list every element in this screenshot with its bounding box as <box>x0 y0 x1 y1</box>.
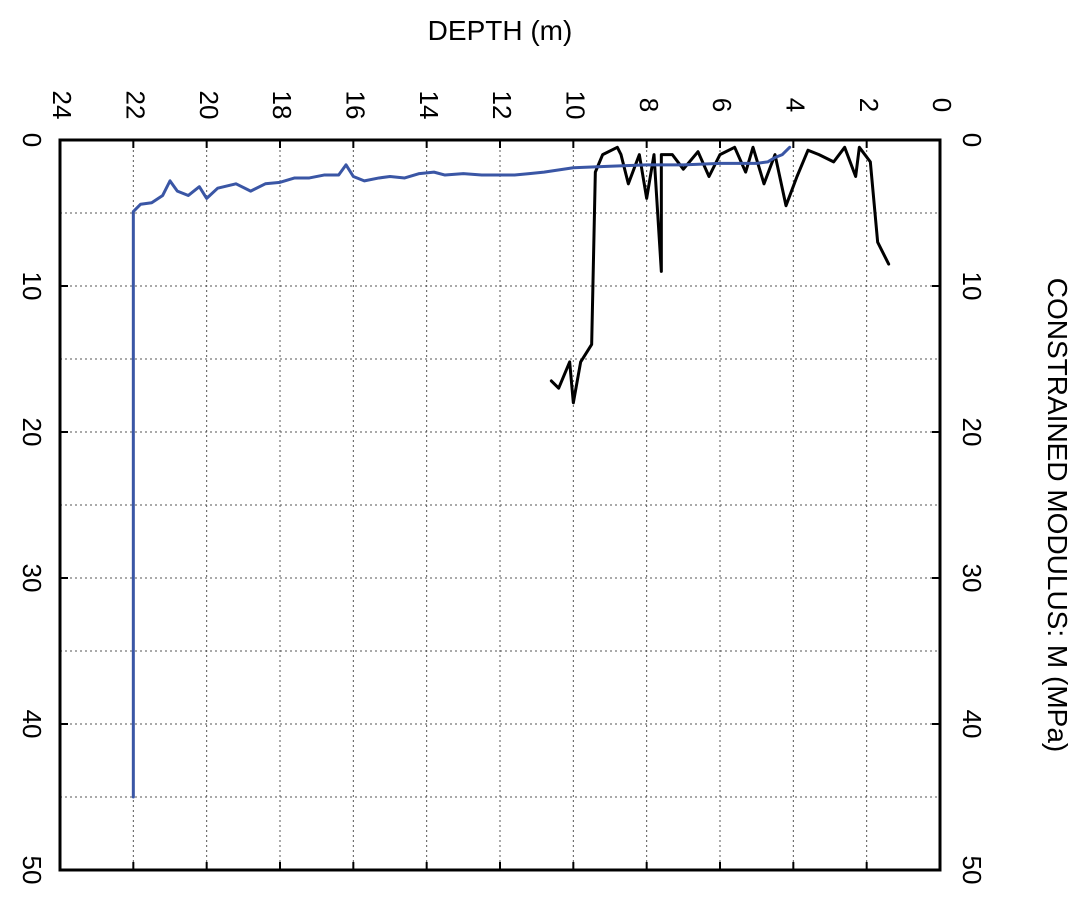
series-layer <box>131 145 891 799</box>
depth-axis-title: DEPTH (m) <box>428 15 573 46</box>
modulus-tick-label-right: 40 <box>957 710 987 739</box>
modulus-tick-label-left: 10 <box>17 272 47 301</box>
modulus-tick-label-left: 50 <box>17 856 47 885</box>
modulus-axis-title: CONSTRAINED MODULUS: M (MPa) <box>1042 278 1073 752</box>
series-line-1 <box>549 145 891 405</box>
modulus-tick-label-right: 30 <box>957 564 987 593</box>
depth-tick-label: 10 <box>560 91 590 120</box>
depth-tick-label: 22 <box>120 91 150 120</box>
depth-tick-label: 16 <box>340 91 370 120</box>
grid-lines <box>60 140 940 870</box>
modulus-tick-label-left: 0 <box>17 133 47 147</box>
depth-tick-label: 2 <box>854 98 884 112</box>
depth-tick-label: 14 <box>414 91 444 120</box>
depth-tick-label: 18 <box>267 91 297 120</box>
modulus-tick-label-right: 10 <box>957 272 987 301</box>
modulus-tick-label-left: 40 <box>17 710 47 739</box>
modulus-tick-label-right: 50 <box>957 856 987 885</box>
depth-tick-label: 6 <box>707 98 737 112</box>
series-line-2 <box>131 145 792 799</box>
depth-tick-label: 8 <box>634 98 664 112</box>
depth-tick-label: 20 <box>194 91 224 120</box>
modulus-tick-label-right: 20 <box>957 418 987 447</box>
depth-tick-label: 24 <box>47 91 77 120</box>
modulus-tick-label-right: 0 <box>957 133 987 147</box>
depth-tick-label: 0 <box>927 98 957 112</box>
modulus-tick-label-left: 20 <box>17 418 47 447</box>
modulus-tick-label-left: 30 <box>17 564 47 593</box>
depth-tick-label: 12 <box>487 91 517 120</box>
depth-tick-label: 4 <box>780 98 810 112</box>
